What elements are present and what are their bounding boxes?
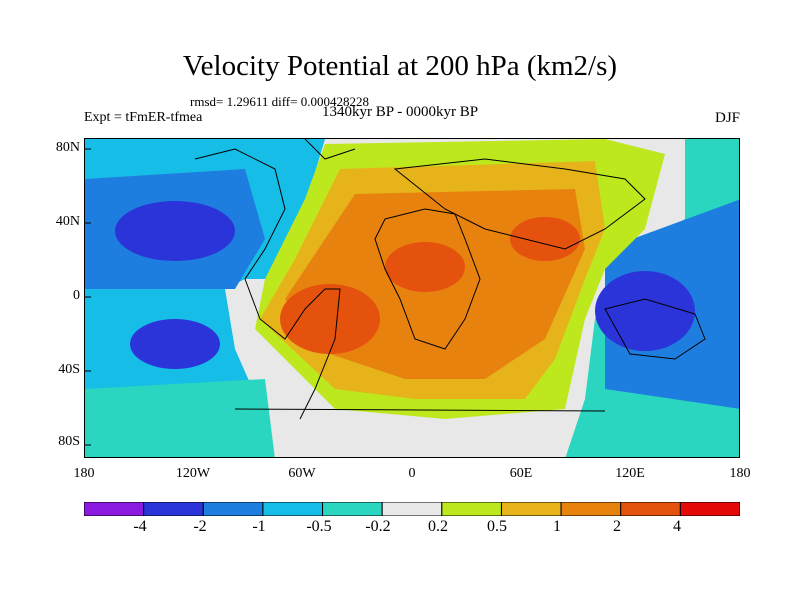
stats-text: rmsd= 1.29611 diff= 0.000428228	[190, 94, 369, 109]
velocity-potential-map	[84, 138, 740, 458]
lon-label-120e: 120E	[615, 466, 645, 481]
figure-title: Velocity Potential at 200 hPa (km2/s)	[182, 50, 618, 82]
lat-label-40n: 40N	[55, 214, 80, 229]
colorbar-swatch	[441, 502, 502, 516]
positive-max-samerica	[280, 284, 380, 354]
lon-label-120w: 120W	[175, 466, 211, 481]
colorbar-label-6: 0.2	[428, 518, 448, 535]
positive-max-africa	[385, 242, 465, 292]
lon-label-180e: 180	[729, 466, 751, 481]
colorbar	[84, 502, 740, 516]
lon-label-180w: 180	[73, 466, 95, 481]
lat-label-40s: 40S	[58, 362, 80, 377]
neg-core-npac	[115, 201, 235, 261]
neg-band-south	[85, 379, 275, 457]
lat-label-0: 0	[73, 288, 80, 303]
positive-max-asia	[510, 217, 580, 261]
colorbar-swatch	[679, 502, 740, 516]
colorbar-label-1: -4	[133, 518, 147, 535]
lat-label-80s: 80S	[58, 434, 80, 449]
experiment-label: Expt = tFmER-tfmea	[84, 110, 203, 125]
colorbar-swatch	[143, 502, 204, 516]
lon-label-60e: 60E	[509, 466, 533, 481]
colorbar-label-8: 1	[553, 518, 561, 535]
lon-label-0: 0	[408, 466, 416, 481]
season-label: DJF	[714, 110, 740, 126]
colorbar-label-2: -2	[193, 518, 207, 535]
neg-core-indo	[595, 271, 695, 351]
colorbar-swatch	[202, 502, 264, 516]
colorbar-swatch	[262, 502, 324, 516]
colorbar-swatch	[381, 502, 443, 516]
colorbar-label-4: -0.5	[306, 518, 332, 535]
neg-core-spac	[130, 319, 220, 369]
colorbar-swatch	[500, 502, 562, 516]
colorbar-swatch	[620, 502, 681, 516]
colorbar-swatch	[322, 502, 383, 516]
colorbar-swatch	[560, 502, 622, 516]
lat-label-80n: 80N	[55, 140, 80, 155]
colorbar-label-5: -0.2	[365, 518, 391, 535]
grid-ticks	[85, 148, 91, 446]
colorbar-label-3: -1	[252, 518, 266, 535]
colorbar-label-10: 4	[673, 518, 681, 535]
colorbar-swatch	[84, 502, 145, 516]
period-label: 1340kyr BP - 0000kyr BP	[322, 104, 479, 120]
lon-label-60w: 60W	[288, 466, 316, 481]
colorbar-label-7: 0.5	[487, 518, 507, 535]
coastlines	[194, 139, 706, 420]
colorbar-label-9: 2	[613, 518, 621, 535]
